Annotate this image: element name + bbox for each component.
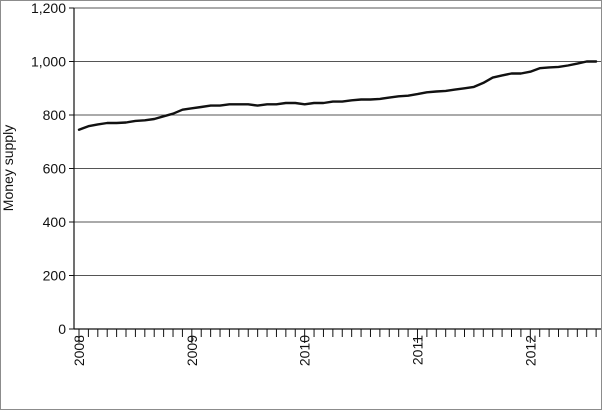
- y-tick-label-1200: 1,200: [31, 0, 66, 16]
- x-tick-label-2012: 2012: [522, 335, 538, 366]
- y-tick-label-600: 600: [43, 161, 67, 177]
- y-tick-label-1000: 1,000: [31, 54, 66, 70]
- axes: [69, 7, 601, 343]
- y-tick-label-200: 200: [43, 268, 67, 284]
- x-tick-label-2009: 2009: [184, 335, 200, 366]
- y-tick-label-800: 800: [43, 107, 67, 123]
- y-axis-title: Money supply: [0, 125, 16, 211]
- x-tick-label-2010: 2010: [297, 335, 313, 366]
- x-tick-label-2011: 2011: [409, 335, 425, 365]
- y-tick-label-0: 0: [58, 321, 66, 337]
- tick-labels: 0 200 400 600 800 1,000 1,200 2008 2009 2010 2011 2…: [31, 0, 538, 366]
- gridlines: [74, 7, 601, 276]
- series-layer: [77, 60, 598, 131]
- y-tick-label-400: 400: [43, 214, 67, 230]
- series-line-0: [77, 60, 598, 131]
- x-tick-label-2008: 2008: [71, 335, 87, 366]
